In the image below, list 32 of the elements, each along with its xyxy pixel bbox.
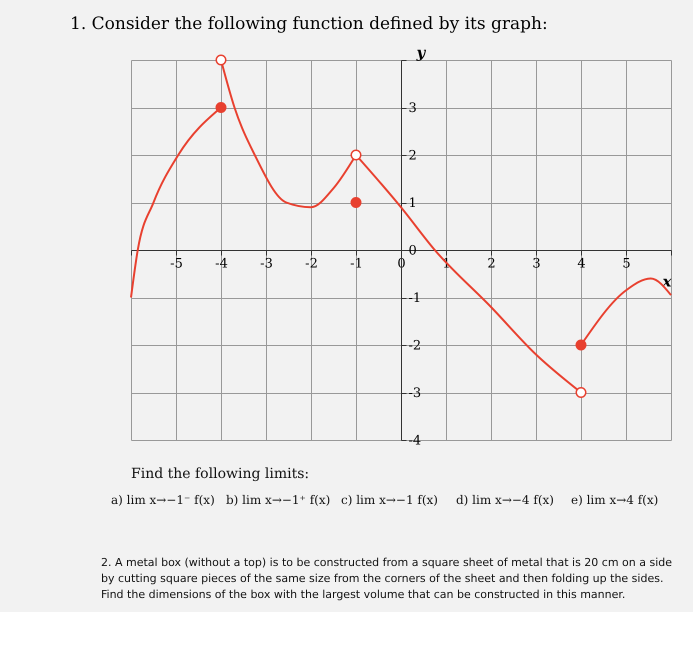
x-tick-label: -5 bbox=[170, 256, 183, 272]
text: a) lim x→−1⁻ f(x) bbox=[111, 493, 215, 507]
text: c) lim x→−1 f(x) bbox=[341, 493, 438, 507]
point bbox=[576, 340, 586, 350]
y-tick-label: -4 bbox=[408, 434, 422, 448]
chart-title: 1. Consider the following function defined by its graph: bbox=[70, 14, 548, 34]
x-tick-label: -2 bbox=[305, 256, 318, 272]
text: e) lim x→4 f(x) bbox=[571, 493, 658, 507]
point bbox=[216, 54, 226, 66]
y-tick-label: 2 bbox=[408, 148, 417, 164]
point bbox=[576, 387, 586, 398]
y-axis-title: y bbox=[415, 44, 426, 62]
point bbox=[216, 102, 226, 113]
point bbox=[350, 197, 362, 208]
y-tick-label: -2 bbox=[408, 338, 422, 354]
y-tick-label: 1 bbox=[408, 196, 417, 211]
x-tick-label: 5 bbox=[622, 256, 631, 272]
x-tick-label: -4 bbox=[215, 256, 228, 272]
x-tick-label: -3 bbox=[260, 256, 273, 272]
x-axis-title: x bbox=[662, 272, 673, 290]
x-tick-label: 3 bbox=[532, 256, 541, 272]
text: b) lim x→−1⁺ f(x) bbox=[226, 493, 330, 507]
x-tick-label: -1 bbox=[350, 256, 363, 272]
y-tick-label: -3 bbox=[408, 386, 422, 401]
x-tick-label: 4 bbox=[577, 256, 586, 272]
y-tick-label: 3 bbox=[408, 101, 417, 116]
point bbox=[350, 150, 362, 160]
text: Find the following limits: bbox=[131, 466, 310, 482]
y-tick-label: -1 bbox=[408, 291, 422, 306]
text: d) lim x→−4 f(x) bbox=[456, 493, 554, 507]
text: 2. A metal box (without a top) is to be constructed from a square sheet of metal that is 20 cm on a side by cutting square pieces of the same size from the corners of the sheet and then folding up the sides. Find the dimensions of the box with the largest volume that can be constructed in this manner. bbox=[101, 556, 672, 601]
x-tick-label: 2 bbox=[487, 256, 496, 272]
